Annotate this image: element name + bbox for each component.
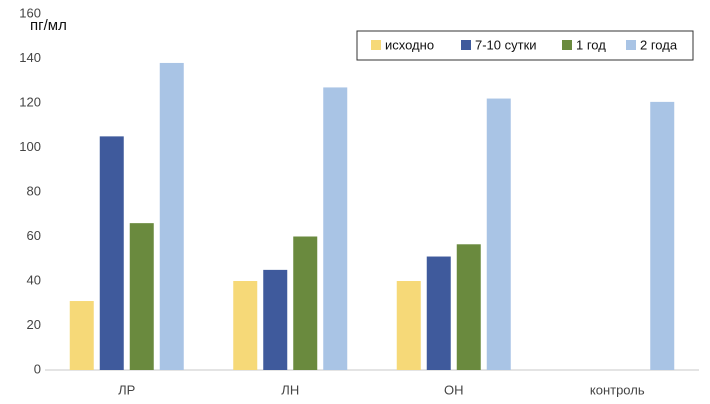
x-tick-label: ЛН [281, 382, 299, 397]
x-tick-label: ЛР [118, 382, 135, 397]
bar [293, 236, 318, 370]
y-tick-label: 60 [27, 228, 41, 243]
y-tick-label: 0 [34, 361, 41, 376]
y-tick-label: 20 [27, 317, 41, 332]
legend-label: 1 год [576, 37, 606, 52]
bar [650, 101, 675, 370]
y-tick-label: 120 [19, 94, 41, 109]
y-tick-label: 80 [27, 183, 41, 198]
legend-label: 7-10 сутки [475, 37, 537, 52]
y-tick-label: 140 [19, 50, 41, 65]
bar [233, 281, 258, 370]
legend-swatch [371, 40, 381, 50]
bar [323, 87, 348, 371]
y-tick-label: 40 [27, 272, 41, 287]
bar [263, 269, 288, 370]
legend-label: исходно [385, 37, 434, 52]
legend-swatch [562, 40, 572, 50]
legend-swatch [461, 40, 471, 50]
bar [456, 244, 481, 370]
x-tick-label: контроль [590, 382, 645, 397]
legend-box [356, 30, 694, 61]
bar [129, 223, 154, 370]
bar [396, 281, 421, 370]
y-tick-label: 100 [19, 139, 41, 154]
bar [486, 98, 511, 371]
legend-swatch [626, 40, 636, 50]
y-axis-label: пг/мл [30, 17, 67, 34]
x-tick-label: ОН [444, 382, 464, 397]
bar [99, 136, 124, 370]
y-tick-label: 160 [19, 5, 41, 20]
legend-label: 2 года [640, 37, 678, 52]
bar [159, 62, 184, 370]
bar [69, 301, 94, 370]
bar [426, 256, 451, 370]
